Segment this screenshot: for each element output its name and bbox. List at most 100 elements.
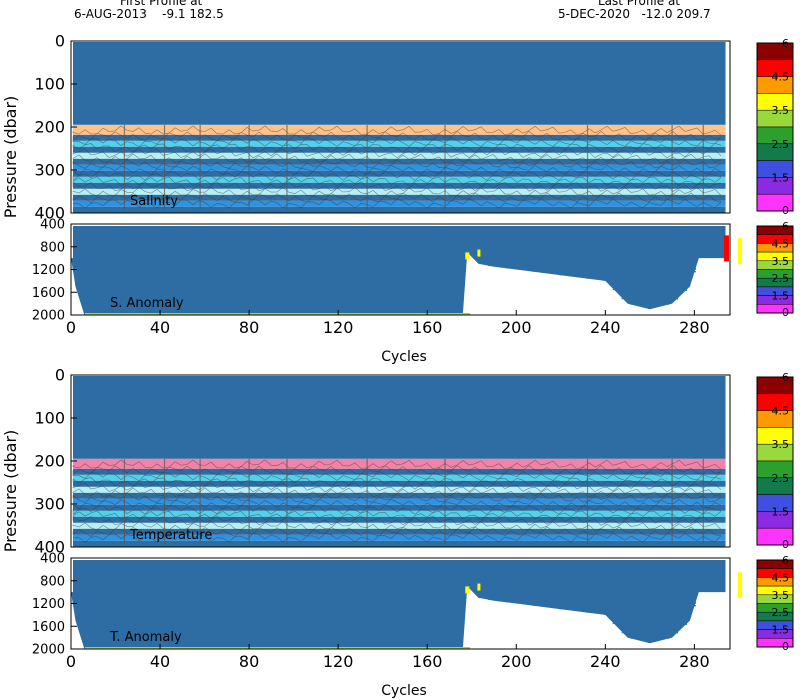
x-axis-label: Cycles (381, 349, 427, 365)
highlight-marker (465, 252, 470, 260)
y-axis-label: Pressure (dbar) (1, 430, 20, 553)
panel-label: T. Anomaly (109, 630, 182, 645)
anomaly-marker (724, 235, 729, 262)
colorbar-label: 4.5 (772, 71, 790, 84)
x-tick-label: 0 (66, 318, 76, 337)
y-tick-label: 100 (34, 75, 65, 94)
band-stripe (73, 140, 726, 147)
band-stripe (73, 510, 726, 517)
y-tick-label: 200 (34, 452, 65, 471)
band-stripe (73, 182, 726, 189)
y-tick-label: 400 (34, 204, 65, 223)
x-axis-label: Cycles (381, 683, 427, 699)
y-tick-label: 1200 (32, 597, 65, 612)
colorbar-label: 4.5 (772, 237, 790, 250)
y-tick-label: 300 (34, 495, 65, 514)
y-tick-label: 2000 (32, 309, 65, 324)
x-tick-label: 0 (66, 652, 76, 671)
colorbar-label: 2.5 (772, 606, 790, 619)
x-tick-label: 280 (679, 652, 710, 671)
colorbar-label: 2.5 (772, 138, 790, 151)
band-stripe (73, 158, 726, 165)
colorbar-label: 3.5 (772, 104, 790, 117)
side-marker (738, 572, 742, 599)
colorbar-label: 1.5 (772, 171, 790, 184)
colorbar-label: 1.5 (772, 624, 790, 637)
y-tick-label: 400 (34, 538, 65, 557)
colorbar-frame (756, 376, 794, 546)
y-tick-label: 300 (34, 161, 65, 180)
last-profile-values: 5-DEC-2020 -12.0 209.7 (558, 7, 711, 21)
band-stripe (73, 176, 726, 183)
colorbar-label: 6 (782, 371, 789, 384)
colorbar-frame (756, 559, 794, 648)
y-tick-label: 200 (34, 118, 65, 137)
colorbar-label: 1.5 (772, 290, 790, 303)
x-tick-label: 200 (501, 652, 532, 671)
band-stripe (73, 134, 726, 141)
colorbar-label: 1.5 (772, 505, 790, 518)
colorbar-label: 0 (782, 640, 789, 653)
band-stripe (73, 170, 726, 177)
y-tick-label: 400 (40, 218, 65, 233)
y-tick-label: 800 (40, 574, 65, 589)
panel-label: Salinity (130, 194, 178, 209)
contour-lines (72, 125, 722, 209)
first-profile-values: 6-AUG-2013 -9.1 182.5 (74, 7, 224, 21)
x-tick-label: 160 (412, 652, 443, 671)
band-stripe (73, 200, 726, 207)
colorbar-label: 3.5 (772, 589, 790, 602)
colorbar-label: 0 (782, 204, 789, 217)
band-stripe (73, 534, 726, 541)
band-stripe (73, 492, 726, 499)
y-tick-label: 800 (40, 240, 65, 255)
colorbar-label: 0 (782, 306, 789, 319)
colorbar-frame (756, 42, 794, 212)
colorbar-label: 3.5 (772, 255, 790, 268)
y-tick-label: 100 (34, 409, 65, 428)
top-band (73, 124, 726, 135)
y-tick-label: 2000 (32, 643, 65, 658)
x-tick-label: 80 (239, 318, 259, 337)
band-stripe (73, 504, 726, 511)
band-stripe (73, 516, 726, 523)
x-tick-label: 200 (501, 318, 532, 337)
y-tick-label: 1600 (32, 620, 65, 635)
upper-field (73, 42, 726, 125)
x-tick-label: 120 (323, 318, 354, 337)
colorbar-label: 3.5 (772, 438, 790, 451)
colorbar-label: 6 (782, 37, 789, 50)
band-stripe (73, 474, 726, 481)
y-tick-label: 0 (55, 366, 65, 385)
panel-label: Temperature (129, 528, 212, 543)
x-tick-label: 120 (323, 652, 354, 671)
x-tick-label: 240 (590, 652, 621, 671)
y-tick-label: 1200 (32, 263, 65, 278)
first-profile-title: First Profile at (120, 0, 203, 8)
x-tick-label: 160 (412, 318, 443, 337)
panel-label: S. Anomaly (110, 296, 184, 311)
x-tick-label: 80 (239, 652, 259, 671)
y-tick-label: 400 (40, 552, 65, 567)
highlight-marker (477, 583, 481, 591)
y-axis-label: Pressure (dbar) (1, 96, 20, 219)
band-stripe (73, 194, 726, 201)
contour-lines (72, 459, 722, 543)
last-profile-title: Last Profile at (598, 0, 680, 8)
x-tick-label: 240 (590, 318, 621, 337)
band-stripe (73, 540, 726, 547)
y-tick-label: 1600 (32, 286, 65, 301)
band-stripe (73, 486, 726, 493)
x-tick-label: 40 (150, 318, 170, 337)
band-stripe (73, 188, 726, 195)
colorbar-label: 2.5 (772, 472, 790, 485)
band-stripe (73, 498, 726, 505)
x-tick-label: 40 (150, 652, 170, 671)
colorbar-frame (756, 225, 794, 314)
highlight-marker (465, 586, 470, 594)
x-tick-label: 280 (679, 318, 710, 337)
band-stripe (73, 206, 726, 213)
colorbar-label: 2.5 (772, 272, 790, 285)
